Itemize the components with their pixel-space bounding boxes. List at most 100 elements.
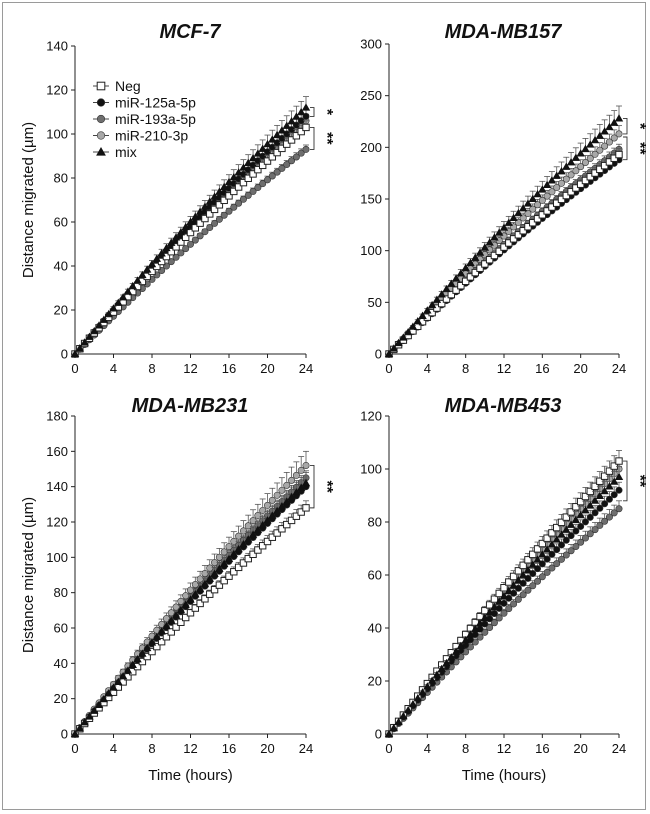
data-point [244, 191, 252, 199]
data-point [529, 219, 537, 227]
data-point [495, 228, 504, 236]
data-point [249, 550, 257, 559]
data-point [268, 153, 277, 161]
data-point [182, 592, 190, 600]
data-point [529, 550, 537, 559]
data-point [268, 533, 277, 541]
data-point [542, 180, 552, 189]
data-point [181, 600, 190, 608]
x-axis-label: Time (hours) [148, 767, 232, 784]
x-tick-label: 0 [385, 741, 392, 756]
data-point [567, 547, 575, 555]
significance-bracket [623, 117, 628, 135]
data-point [538, 211, 547, 219]
data-point [481, 260, 489, 268]
data-point [490, 619, 498, 627]
x-tick-label: 0 [71, 741, 78, 756]
data-point [191, 580, 199, 588]
data-point [471, 253, 480, 261]
data-point [177, 618, 185, 626]
data-point [172, 243, 180, 251]
x-tick-label: 8 [462, 741, 469, 756]
data-point [94, 700, 104, 709]
series-mix [70, 96, 311, 358]
data-point [543, 568, 551, 576]
data-point [235, 532, 243, 540]
data-point [586, 154, 594, 162]
data-point [244, 158, 253, 166]
y-tick-label: 180 [46, 409, 68, 424]
data-point [263, 176, 271, 184]
data-point [191, 590, 200, 598]
data-point [157, 637, 166, 646]
data-point [591, 169, 599, 177]
panel-title: MDA-MB157 [445, 21, 563, 43]
data-point [534, 577, 542, 585]
data-point [268, 511, 277, 519]
data-point [75, 344, 85, 352]
data-point [413, 317, 422, 325]
data-point [505, 605, 513, 613]
data-point [577, 538, 585, 546]
series-neg [385, 147, 623, 358]
data-point [244, 174, 252, 182]
data-point [118, 671, 128, 680]
data-point [581, 176, 590, 185]
y-tick-label: 200 [360, 140, 382, 155]
data-point [533, 555, 542, 563]
data-point [152, 632, 162, 641]
data-point [423, 682, 432, 690]
data-point [176, 227, 186, 236]
legend-label: mix [115, 144, 137, 160]
data-point [572, 527, 580, 535]
data-point [548, 529, 556, 537]
data-point [230, 187, 238, 196]
data-point [273, 168, 281, 176]
y-tick-label: 120 [360, 409, 382, 424]
data-point [273, 491, 281, 499]
data-point [413, 694, 422, 702]
data-point [452, 286, 460, 294]
y-tick-label: 60 [54, 621, 68, 636]
data-point [70, 729, 80, 738]
x-tick-label: 4 [424, 361, 431, 376]
data-point [244, 535, 253, 543]
x-tick-label: 16 [535, 361, 549, 376]
data-point [475, 248, 485, 256]
data-point [471, 268, 479, 277]
data-point [490, 251, 499, 260]
data-point [610, 118, 619, 126]
data-point [239, 559, 248, 567]
legend-marker-mir-210-3p [96, 131, 106, 140]
data-point [586, 513, 594, 521]
data-point [239, 163, 248, 171]
data-point [552, 535, 561, 543]
x-tick-label: 8 [148, 741, 155, 756]
data-point [576, 149, 585, 157]
data-point [432, 670, 442, 678]
data-point [447, 279, 456, 287]
data-point [524, 210, 532, 218]
data-point [278, 525, 286, 533]
y-tick-label: 40 [54, 656, 68, 671]
data-point [210, 205, 219, 214]
data-point [586, 501, 595, 509]
data-point [557, 167, 566, 175]
data-point [524, 586, 532, 594]
legend-label: Neg [115, 78, 141, 94]
data-point [272, 506, 282, 515]
data-point [538, 573, 546, 581]
data-point [524, 223, 532, 231]
data-point [548, 203, 556, 211]
data-point [263, 501, 271, 509]
data-point [253, 149, 263, 157]
data-point [85, 712, 94, 720]
data-point [244, 554, 252, 563]
data-point [596, 146, 604, 154]
data-point [114, 298, 123, 306]
data-point [615, 486, 623, 494]
data-point [239, 178, 248, 187]
data-point [206, 564, 214, 572]
data-point [610, 134, 618, 142]
y-tick-label: 100 [46, 550, 68, 565]
